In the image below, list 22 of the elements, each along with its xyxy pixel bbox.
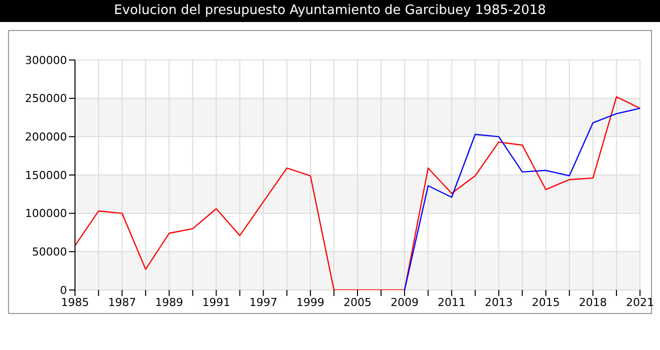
y-tick-label: 250000: [25, 92, 67, 106]
y-tick-label: 100000: [25, 207, 67, 220]
x-tick-label: 1989: [155, 296, 184, 309]
x-tick-label: 1987: [108, 296, 136, 309]
x-tick-label: 2005: [344, 296, 372, 309]
x-tick-label: 2021: [626, 296, 654, 309]
x-tick-label: 2009: [390, 296, 419, 309]
x-tick-label: 2013: [484, 296, 513, 309]
y-tick-label: 50000: [32, 246, 67, 259]
x-tick-label: 2011: [438, 296, 466, 309]
x-tick-label: 1985: [61, 296, 89, 309]
x-tick-label: 1997: [249, 296, 278, 309]
y-tick-label: 0: [60, 284, 67, 297]
y-tick-label: 200000: [25, 130, 67, 144]
y-tick-label: 150000: [25, 168, 67, 182]
x-tick-label: 1999: [296, 296, 324, 309]
x-tick-label: 1991: [202, 296, 230, 309]
x-tick-label: 2015: [532, 296, 560, 309]
line-series: [404, 108, 641, 290]
x-tick-label: 2018: [578, 296, 607, 309]
chart-title: Evolucion del presupuesto Ayuntamiento de Garcibuey 1985-2018: [0, 0, 660, 22]
y-tick-label: 300000: [25, 54, 67, 67]
